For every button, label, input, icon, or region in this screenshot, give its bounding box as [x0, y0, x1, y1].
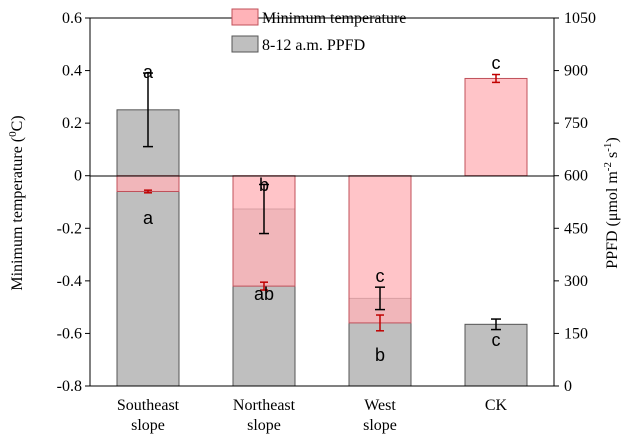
category-label-line2: slope: [247, 417, 281, 434]
legend-swatch-ppfd: [231, 35, 259, 53]
left-axis-title: Minimum temperature (0C): [7, 115, 26, 290]
category-labels: Southeast slope Northeast slope West slope CK: [117, 397, 508, 434]
right-tick-label: 600: [564, 168, 588, 185]
left-tick-label: -0.6: [57, 325, 82, 342]
left-tick-label: 0.6: [62, 10, 82, 27]
right-tick-label: 150: [564, 325, 588, 342]
left-tick-label: 0.2: [62, 115, 82, 132]
temperature-significance-letter: c: [376, 266, 385, 286]
category-label-line1: CK: [485, 397, 508, 414]
left-tick-label: -0.2: [57, 220, 82, 237]
ppfd-bar: [116, 109, 180, 387]
left-tick-label: 0: [74, 168, 82, 185]
category-label-line2: slope: [131, 417, 165, 434]
right-axis-title: PPFD (μmol m-2 s-1): [602, 137, 621, 268]
right-tick-label: 1050: [564, 10, 596, 27]
category-label-line1: Northeast: [233, 397, 296, 414]
temperature-bar: [116, 175, 180, 192]
temperature-bar: [464, 77, 528, 177]
left-axis-ticks: -0.8 -0.6 -0.4 -0.2 0 0.2 0.4 0.6: [57, 10, 90, 395]
right-tick-label: 300: [564, 273, 588, 290]
category-label-line1: Southeast: [117, 397, 180, 414]
legend-swatch-temperature: [231, 8, 259, 26]
ppfd-significance-letter: ab: [254, 284, 274, 304]
left-tick-label: -0.4: [57, 273, 82, 290]
legend: Minimum temperature 8-12 a.m. PPFD: [231, 8, 406, 54]
legend-label-temperature: Minimum temperature: [262, 10, 406, 27]
right-tick-label: 750: [564, 115, 588, 132]
right-axis-ticks: 0 150 300 450 600 750 900 1050: [554, 10, 596, 395]
temperature-significance-letter: c: [492, 53, 501, 73]
left-tick-label: -0.8: [57, 378, 82, 395]
left-tick-label: 0.4: [62, 63, 82, 80]
error-bars: [143, 72, 501, 332]
temperature-significance-letter: b: [259, 175, 269, 195]
right-tick-label: 900: [564, 63, 588, 80]
right-tick-label: 450: [564, 220, 588, 237]
category-label-line2: slope: [363, 417, 397, 434]
category-label-line1: West: [364, 397, 396, 414]
ppfd-significance-letter: a: [143, 62, 154, 82]
legend-label-ppfd: 8-12 a.m. PPFD: [262, 37, 365, 54]
temperature-significance-letter: a: [143, 208, 154, 228]
axes: [89, 17, 555, 387]
ppfd-significance-letter: c: [492, 330, 501, 350]
right-tick-label: 0: [564, 378, 572, 395]
ppfd-bar: [464, 323, 528, 387]
ppfd-significance-letter: b: [375, 345, 385, 365]
